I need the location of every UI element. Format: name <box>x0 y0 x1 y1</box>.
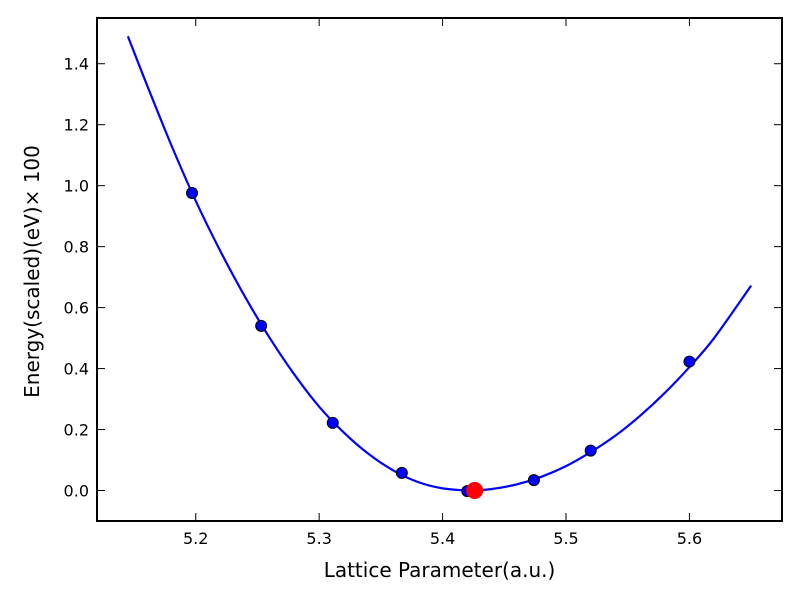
y-tick-label: 0.8 <box>64 238 89 257</box>
data-point <box>683 355 696 368</box>
y-tick-label: 0.6 <box>64 299 89 318</box>
data-point <box>255 319 268 332</box>
fit-curve-line <box>126 35 753 492</box>
plot-content <box>126 35 753 500</box>
axis-ticks: 5.2 5.3 5.4 5.5 5.6 0.0 0.2 0.4 0.6 0.8 1.0 1.2 1.4 <box>64 18 782 548</box>
y-tick-label: 1.4 <box>64 55 89 74</box>
plot-frame <box>96 17 783 522</box>
data-point <box>584 444 597 457</box>
x-axis-label: Lattice Parameter(a.u.) <box>324 558 556 582</box>
minimum-point <box>466 482 484 500</box>
data-point <box>395 466 408 479</box>
y-tick-label: 0.2 <box>64 421 89 440</box>
x-tick-label: 5.2 <box>183 529 208 548</box>
y-tick-label: 1.0 <box>64 177 89 196</box>
x-tick-label: 5.6 <box>677 529 702 548</box>
y-tick-label: 0.0 <box>64 482 89 501</box>
data-point <box>326 416 339 429</box>
y-axis-label: Energy(scaled)(eV)× 100 <box>20 145 44 398</box>
y-tick-label: 1.2 <box>64 116 89 135</box>
x-tick-label: 5.4 <box>430 529 455 548</box>
y-tick-label: 0.4 <box>64 360 89 379</box>
x-tick-label: 5.5 <box>553 529 578 548</box>
data-point <box>527 474 540 487</box>
x-tick-label: 5.3 <box>306 529 331 548</box>
data-point <box>186 186 199 199</box>
